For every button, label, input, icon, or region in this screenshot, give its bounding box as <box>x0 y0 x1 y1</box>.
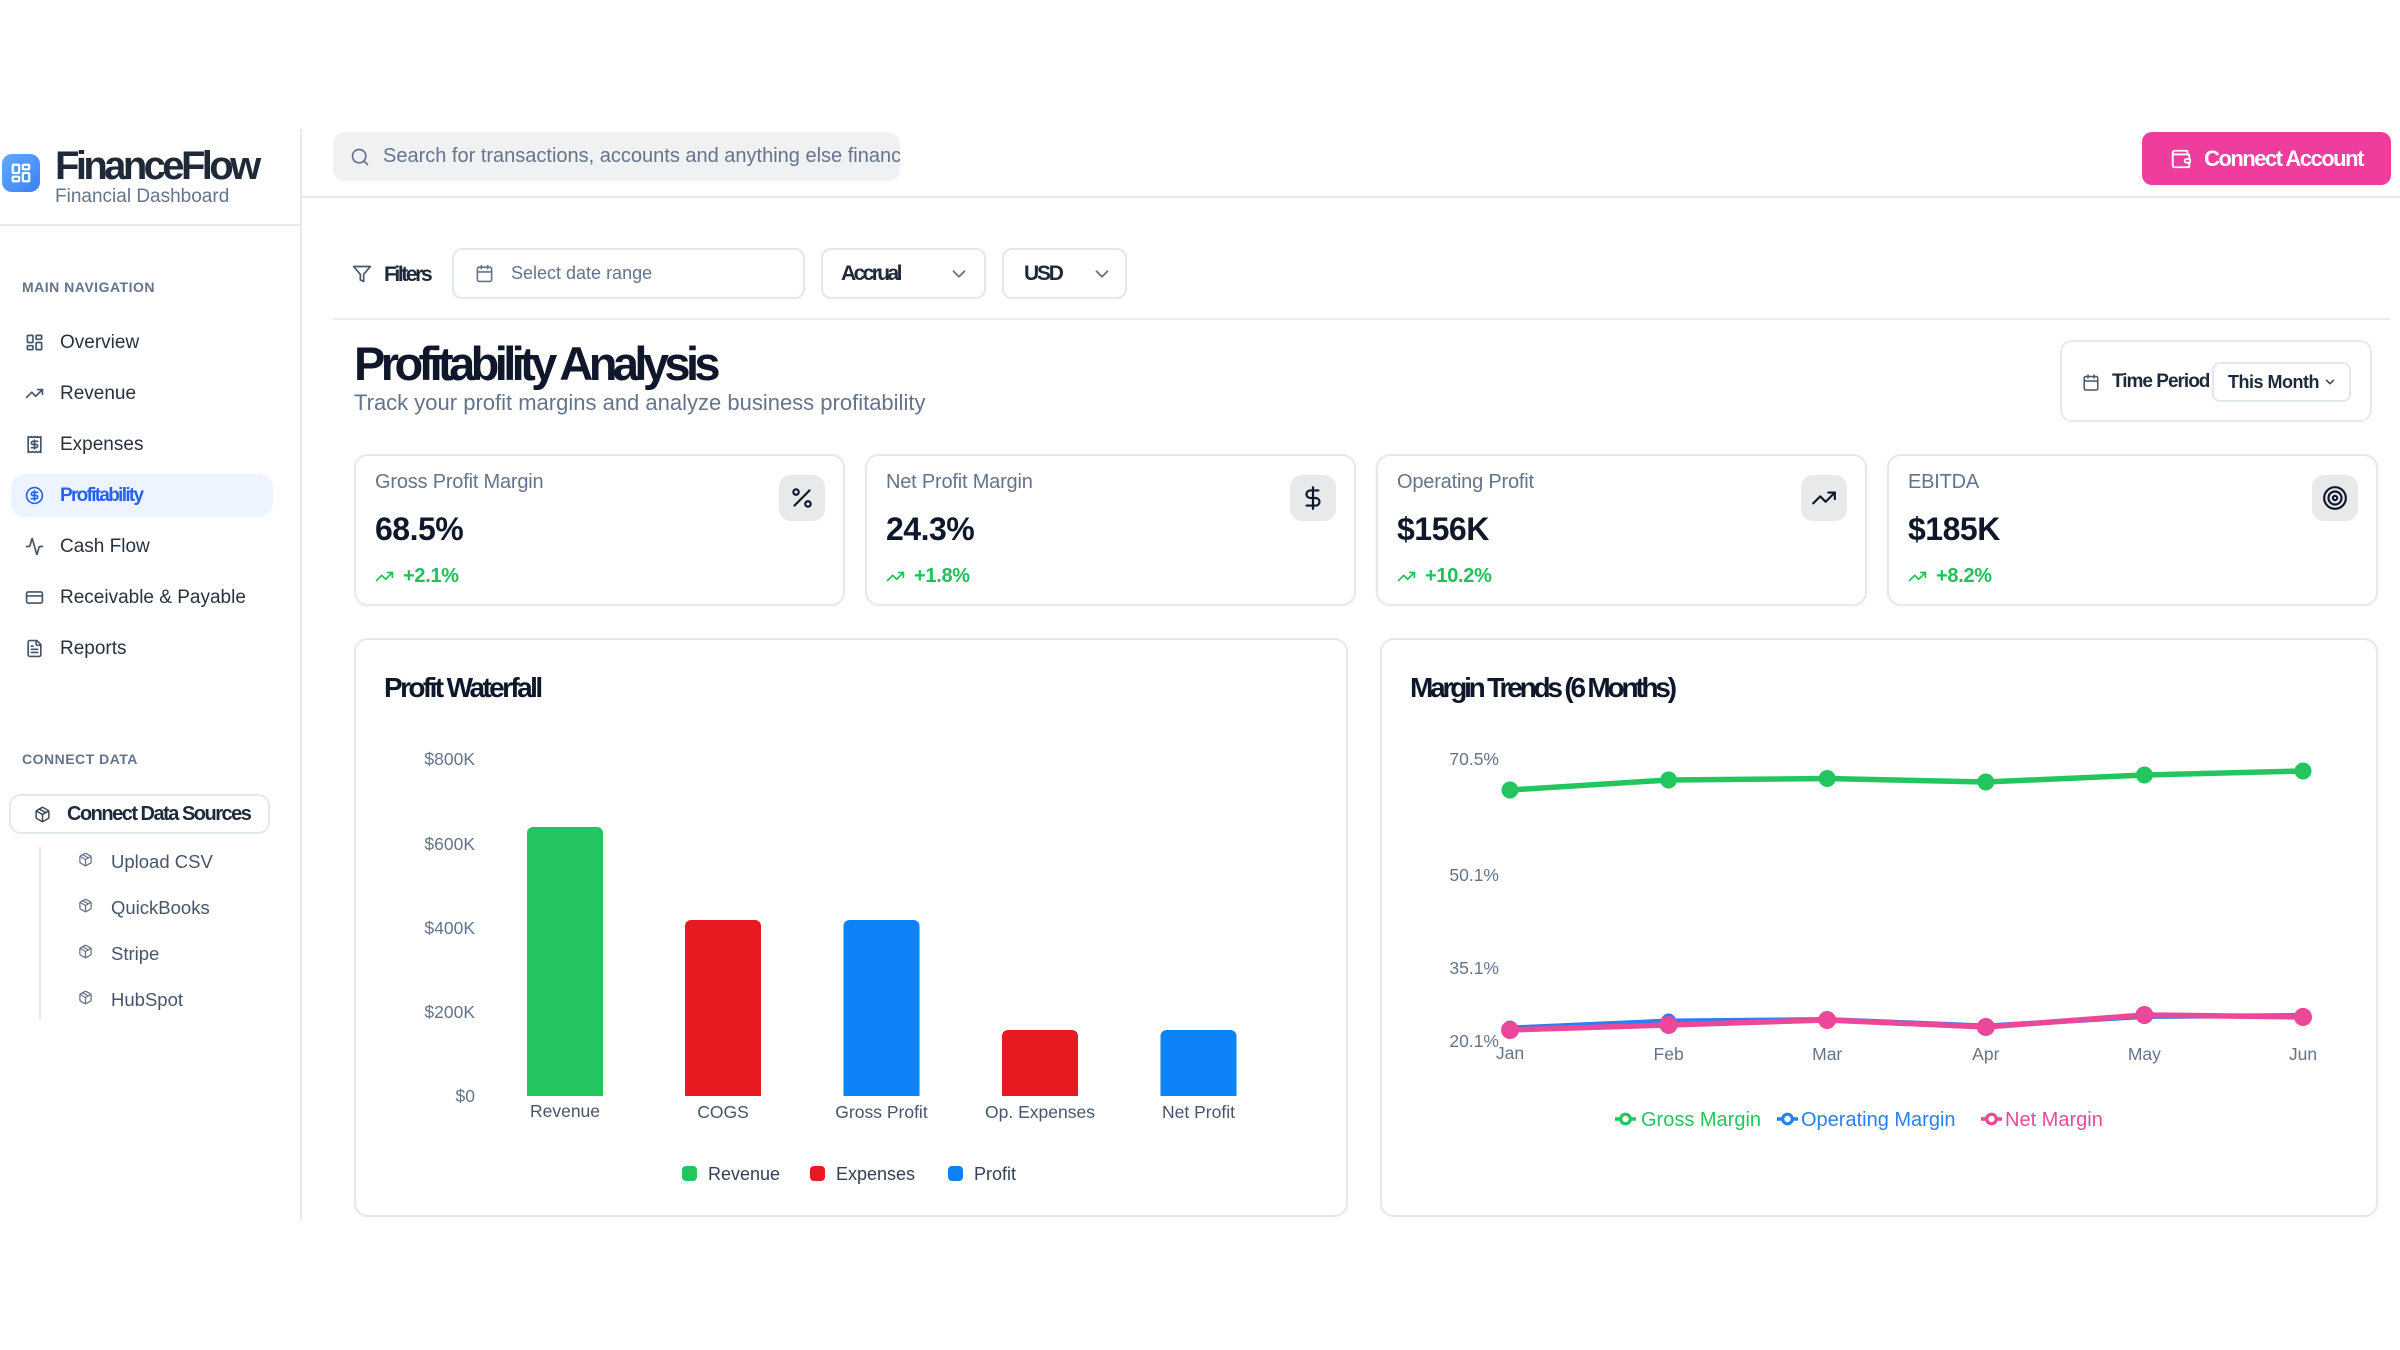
svg-text:$800K: $800K <box>424 749 475 769</box>
svg-text:$600K: $600K <box>424 834 475 854</box>
svg-text:$0: $0 <box>456 1086 476 1106</box>
svg-text:May: May <box>2128 1044 2161 1064</box>
svg-text:Gross Margin: Gross Margin <box>1641 1109 1761 1131</box>
svg-text:Expenses: Expenses <box>836 1164 915 1184</box>
svg-text:Revenue: Revenue <box>708 1164 780 1184</box>
svg-text:50.1%: 50.1% <box>1449 865 1499 885</box>
svg-text:Op. Expenses: Op. Expenses <box>985 1102 1095 1122</box>
svg-text:COGS: COGS <box>697 1102 749 1122</box>
svg-text:Mar: Mar <box>1812 1044 1842 1064</box>
svg-text:$200K: $200K <box>424 1002 475 1022</box>
svg-text:Apr: Apr <box>1972 1044 1999 1064</box>
svg-text:Jan: Jan <box>1496 1043 1524 1063</box>
svg-text:Net Margin: Net Margin <box>2005 1109 2103 1131</box>
svg-text:Revenue: Revenue <box>530 1101 600 1121</box>
svg-text:Gross Profit: Gross Profit <box>835 1102 928 1122</box>
svg-text:Feb: Feb <box>1654 1044 1684 1064</box>
svg-text:35.1%: 35.1% <box>1449 958 1499 978</box>
svg-text:70.5%: 70.5% <box>1449 749 1499 769</box>
svg-text:20.1%: 20.1% <box>1449 1031 1499 1051</box>
svg-text:Jun: Jun <box>2289 1044 2317 1064</box>
svg-text:Operating Margin: Operating Margin <box>1801 1109 1956 1131</box>
svg-text:$400K: $400K <box>424 918 475 938</box>
svg-text:Net Profit: Net Profit <box>1162 1102 1235 1122</box>
svg-text:Profit: Profit <box>974 1164 1016 1184</box>
